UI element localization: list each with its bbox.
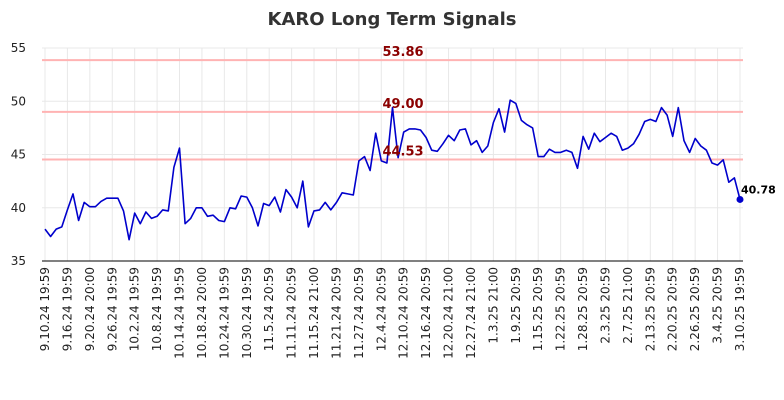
- labels: 40.78 53.86 49.00 44.53: [382, 45, 775, 196]
- x-tick-label: 12.16.24 20:59: [419, 267, 433, 359]
- x-tick-label: 1.28.25 20:59: [576, 267, 590, 351]
- chart-title: KARO Long Term Signals: [268, 9, 517, 30]
- y-tick-label: 45: [11, 148, 26, 162]
- x-tick-label: 2.13.25 20:59: [643, 267, 657, 351]
- x-tick-label: 2.20.25 20:59: [666, 267, 680, 351]
- x-tick-label: 10.18.24 20:00: [195, 267, 209, 359]
- x-tick-label: 12.27.24 21:00: [464, 267, 478, 359]
- reference-line-label: 53.86: [382, 45, 423, 60]
- grid: [42, 47, 743, 262]
- axes: 35 40 45 50 55 9.10.24 19:59 9.16.24 19:59 9.20…: [11, 41, 747, 359]
- x-tick-label: 10.8.24 19:59: [150, 267, 164, 351]
- x-tick-label: 2.7.25 21:00: [621, 267, 635, 344]
- x-tick-label: 1.22.25 20:59: [554, 267, 568, 351]
- x-tick-label: 9.16.24 19:59: [60, 267, 74, 351]
- y-tick-label: 40: [11, 201, 26, 215]
- x-tick-label: 12.4.24 20:59: [374, 267, 388, 351]
- x-tick-label: 11.11.24 20:59: [285, 267, 299, 359]
- y-tick-label: 55: [11, 41, 26, 55]
- x-tick-label: 2.26.25 20:59: [688, 267, 702, 351]
- x-tick-label: 11.5.24 20:59: [262, 267, 276, 351]
- x-tick-label: 12.10.24 20:59: [397, 267, 411, 359]
- x-tick-label: 11.21.24 20:59: [329, 267, 343, 359]
- last-point-marker: [736, 195, 744, 203]
- x-tick-label: 9.26.24 19:59: [105, 267, 119, 351]
- reference-line-label: 44.53: [382, 145, 423, 160]
- x-tick-label: 11.15.24 21:00: [307, 267, 321, 359]
- x-tick-label: 3.4.25 20:59: [711, 267, 725, 344]
- x-tick-label: 10.14.24 19:59: [173, 267, 187, 359]
- x-tick-label: 1.15.25 20:59: [531, 267, 545, 351]
- x-tick-label: 9.20.24 20:00: [83, 267, 97, 351]
- y-tick-label: 50: [11, 94, 26, 108]
- x-tick-label: 10.2.24 19:59: [128, 267, 142, 351]
- last-point-label: 40.78: [741, 183, 776, 196]
- y-tick-label: 35: [11, 254, 26, 268]
- x-tick-label: 9.10.24 19:59: [38, 267, 52, 351]
- x-tick-label: 1.9.25 20:59: [509, 267, 523, 344]
- reference-line-label: 49.00: [382, 97, 423, 112]
- x-tick-label: 10.30.24 19:59: [240, 267, 254, 359]
- x-tick-label: 2.3.25 20:59: [598, 267, 612, 344]
- x-tick-label: 10.24.24 19:59: [217, 267, 231, 359]
- x-tick-label: 3.10.25 19:59: [733, 267, 747, 351]
- series-line: [44, 99, 741, 241]
- x-tick-label: 12.20.24 21:00: [442, 267, 456, 359]
- x-tick-label: 1.3.25 21:00: [486, 267, 500, 344]
- x-tick-label: 11.27.24 20:59: [352, 267, 366, 359]
- series: [44, 99, 744, 241]
